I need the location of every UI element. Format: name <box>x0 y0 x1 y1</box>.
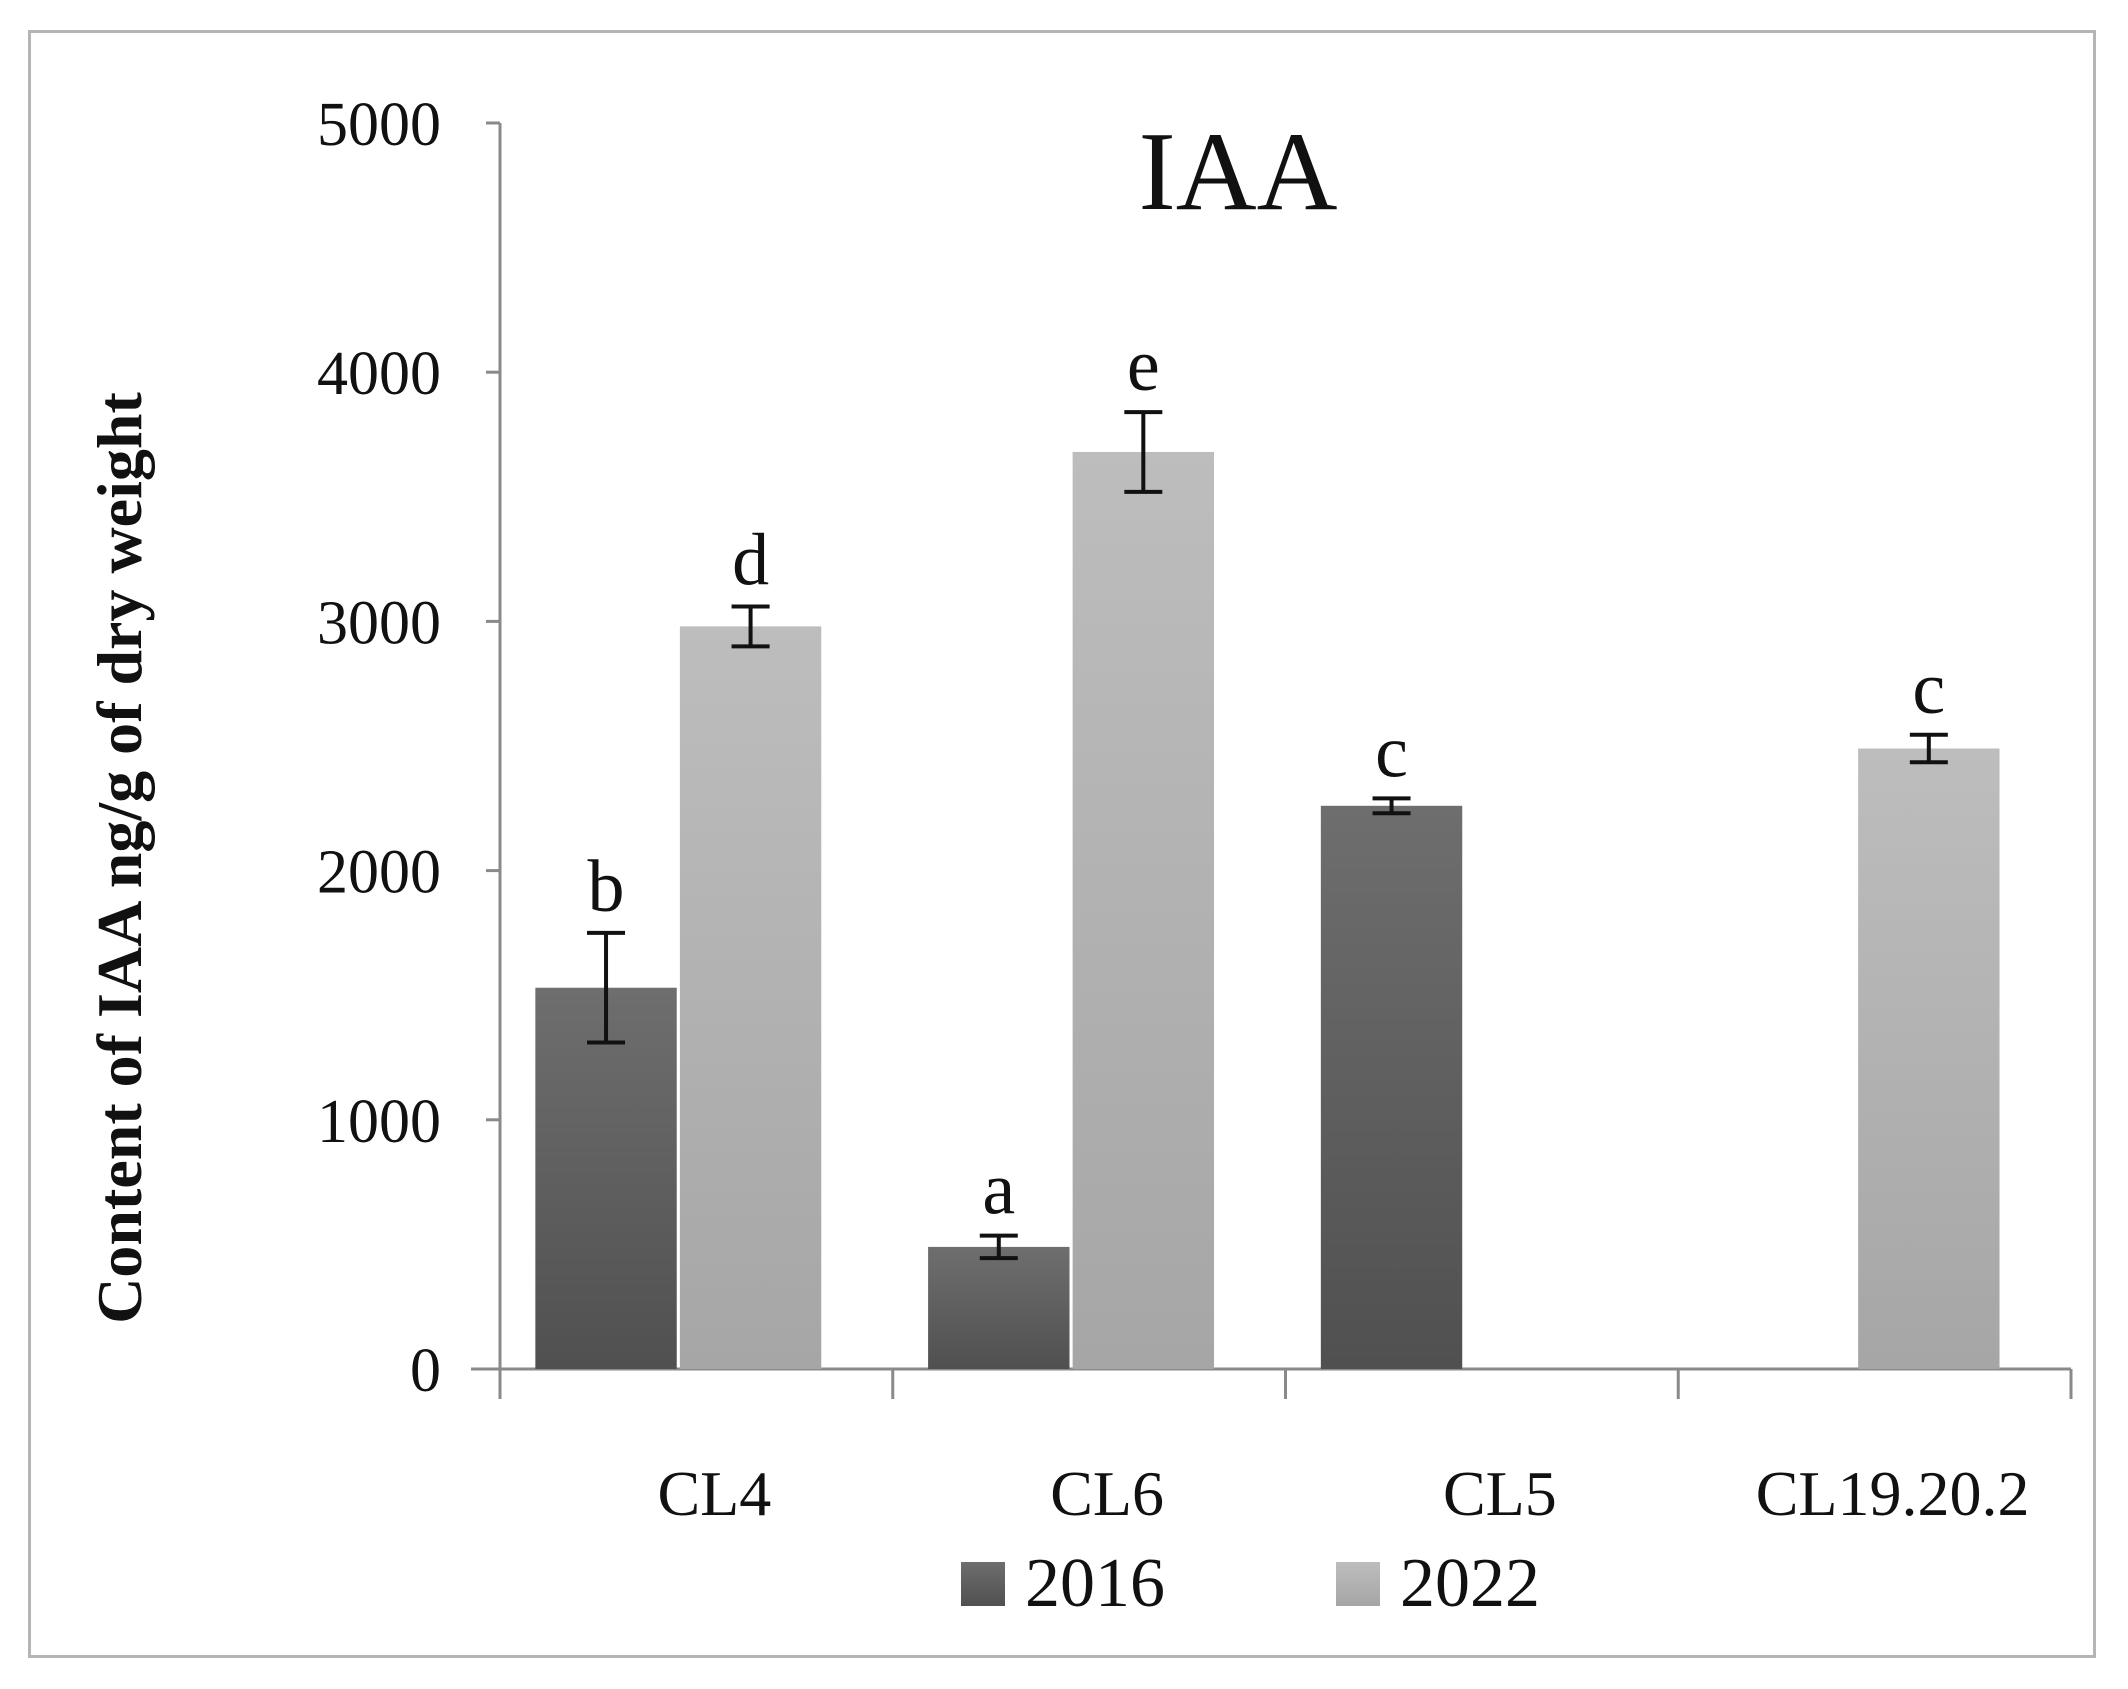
significance-label-cl19-20-2-2022: c <box>1912 648 1945 730</box>
x-tick-label-cl19-20-2: CL19.20.2 <box>1756 1458 2030 1529</box>
error-bar-cl6-2022 <box>1124 410 1163 494</box>
significance-label-cl5-2016: c <box>1375 711 1408 793</box>
bar-cl6-2022 <box>1072 451 1215 1370</box>
legend-item-2022: 2022 <box>1336 1545 1540 1622</box>
y-tick-label-3000: 3000 <box>317 589 441 657</box>
chart-title: IAA <box>1138 110 1337 234</box>
bar-cl4-2016 <box>535 987 677 1369</box>
y-tick-label-4000: 4000 <box>317 340 441 408</box>
bar-cl4-2022 <box>679 626 822 1369</box>
legend-swatch-2016 <box>961 1562 1005 1606</box>
error-bars-group <box>587 410 1948 1261</box>
significance-label-cl6-2016: a <box>982 1149 1015 1231</box>
y-tick-label-5000: 5000 <box>317 91 441 159</box>
significance-labels: b d a e c c <box>588 325 1946 1231</box>
error-bar-cl4-2016 <box>587 930 626 1045</box>
error-bar-cl19-20-2-2022 <box>1909 732 1948 765</box>
bar-cl19-20-2-2022 <box>1858 748 2000 1369</box>
x-axis-tick-labels: CL4 CL6 CL5 CL19.20.2 <box>657 1458 2029 1529</box>
bar-cl6-2016 <box>928 1246 1070 1369</box>
x-axis-ticks <box>498 1369 2073 1399</box>
chart-frame: IAA Content of IAA ng/g of dry weight 0 1… <box>28 30 2096 1658</box>
significance-label-cl4-2022: d <box>732 519 769 601</box>
legend-label-2022: 2022 <box>1400 1545 1540 1622</box>
error-bar-cl6-2016 <box>979 1233 1018 1261</box>
legend-label-2016: 2016 <box>1025 1545 1165 1622</box>
significance-label-cl4-2016: b <box>588 846 625 928</box>
y-tick-label-2000: 2000 <box>317 839 441 907</box>
bar-chart: IAA Content of IAA ng/g of dry weight 0 1… <box>84 91 2073 1622</box>
x-tick-label-cl5: CL5 <box>1443 1458 1557 1529</box>
legend-swatch-2022 <box>1336 1562 1380 1606</box>
error-bar-cl4-2022 <box>731 604 770 649</box>
x-tick-label-cl4: CL4 <box>657 1458 771 1529</box>
legend: 2016 2022 <box>961 1545 1540 1622</box>
error-bar-cl5-2016 <box>1372 796 1411 816</box>
y-axis-label: Content of IAA ng/g of dry weight <box>84 392 155 1324</box>
bar-cl5-2016 <box>1320 805 1463 1369</box>
y-tick-label-1000: 1000 <box>317 1088 441 1156</box>
bars-group <box>535 451 2000 1370</box>
legend-item-2016: 2016 <box>961 1545 1165 1622</box>
y-axis-ticks: 0 1000 2000 3000 4000 5000 <box>317 91 500 1405</box>
y-tick-label-0: 0 <box>410 1337 441 1405</box>
significance-label-cl6-2022: e <box>1127 325 1160 407</box>
x-tick-label-cl6: CL6 <box>1050 1458 1164 1529</box>
